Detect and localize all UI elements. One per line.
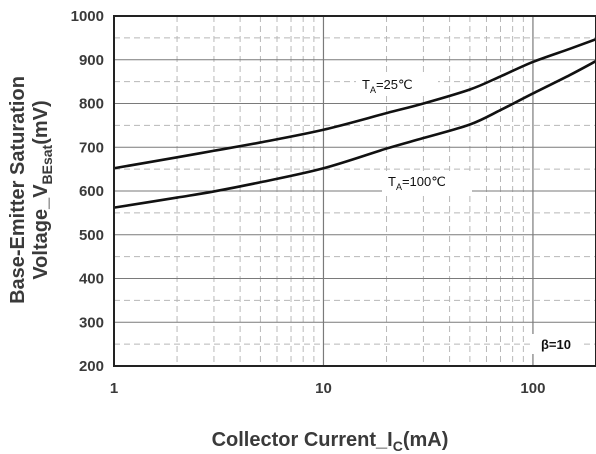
y-tick-label: 200 xyxy=(79,358,104,375)
y-tick-label: 400 xyxy=(79,271,104,288)
series-label-25c: TA=25℃ xyxy=(362,77,413,95)
grid xyxy=(114,16,596,366)
y-axis-title-line2: Voltage_VBEsat(mV) xyxy=(30,100,55,279)
series-line-1 xyxy=(113,59,596,209)
series-lines xyxy=(113,37,596,209)
x-tick-label: 100 xyxy=(520,380,545,397)
series-label-100c: TA=100℃ xyxy=(388,174,446,192)
y-tick-label: 600 xyxy=(79,183,104,200)
y-axis-title-line1: Base-Emitter Saturation xyxy=(7,76,29,304)
y-tick-label: 500 xyxy=(79,227,104,244)
x-tick-label: 10 xyxy=(315,380,332,397)
plot-border xyxy=(113,15,596,367)
series-line-0 xyxy=(113,37,596,170)
beta-annotation: β=10 xyxy=(541,337,571,352)
y-tick-label: 300 xyxy=(79,314,104,331)
beta-bg xyxy=(532,334,580,354)
y-tick-label: 900 xyxy=(79,52,104,69)
plot-frame xyxy=(113,15,596,367)
label-bg-25c xyxy=(356,74,438,96)
x-tick-label: 1 xyxy=(110,380,118,397)
x-axis-title: Collector Current_IC(mA) xyxy=(212,429,449,454)
y-tick-label: 700 xyxy=(79,139,104,156)
y-tick-label: 800 xyxy=(79,96,104,113)
label-bg-100c xyxy=(382,171,472,193)
y-tick-label: 1000 xyxy=(71,8,104,25)
tick-labels: 200 300 400 500 600 700 800 900 1000 1 10 100 xyxy=(71,8,546,397)
